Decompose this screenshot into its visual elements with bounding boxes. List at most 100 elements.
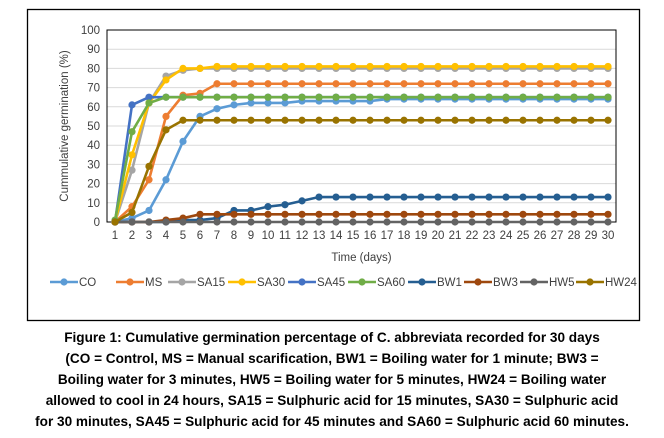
data-point [332,218,340,226]
legend-label: SA30 [257,277,285,289]
data-point [502,93,510,101]
data-point [536,193,544,201]
legend-label: BW3 [493,277,518,289]
x-tick-label: 21 [449,230,462,242]
data-point [315,218,323,226]
data-point [502,116,510,124]
data-point [400,116,408,124]
data-point [332,80,340,88]
data-point [213,105,221,113]
x-tick-label: 11 [279,230,291,242]
data-point [553,210,561,218]
legend-label: BW1 [437,277,462,289]
data-point [230,116,238,124]
data-point [468,116,476,124]
data-point [570,193,578,201]
data-point [264,93,272,101]
data-point [315,93,323,101]
data-point [315,193,323,201]
data-point [604,80,612,88]
data-point [451,93,459,101]
data-point [383,193,391,201]
data-point [383,93,391,101]
data-point [502,193,510,201]
x-tick-label: 16 [364,230,377,242]
legend-label: MS [145,277,163,289]
data-point [485,218,493,226]
data-point [298,116,306,124]
data-point [128,151,136,159]
data-point [553,116,561,124]
data-point [366,218,374,226]
data-point [264,116,272,124]
data-point [230,101,238,109]
data-point [179,116,187,124]
data-point [332,210,340,218]
data-point [315,80,323,88]
y-tick-label: 50 [87,121,100,133]
y-tick-label: 0 [94,217,100,229]
data-point [604,210,612,218]
data-point [196,64,204,72]
x-tick-label: 1 [112,230,118,242]
data-point [145,162,153,170]
data-point [196,93,204,101]
data-point [536,62,544,71]
x-tick-label: 9 [248,230,254,242]
data-point [587,210,595,218]
data-point [230,210,238,218]
legend-item-bw1: BW1 [408,277,462,289]
data-point [298,210,306,218]
legend-marker [126,278,134,286]
data-point [349,116,357,124]
legend-marker [530,278,538,286]
data-point [536,80,544,88]
data-point [264,210,272,218]
data-point [128,128,136,136]
data-point [145,218,153,226]
data-point [553,218,561,226]
legend-marker [60,278,68,286]
y-tick-label: 70 [87,83,100,95]
legend-label: SA45 [317,277,345,289]
data-point [366,62,374,71]
data-point [485,116,493,124]
data-point [179,64,187,72]
figure-caption: Figure 1: Cumulative germination percent… [0,327,664,432]
caption-line: allowed to cool in 24 hours, SA15 = Sulp… [45,393,619,408]
data-point [281,210,289,218]
y-tick-label: 100 [81,25,100,37]
data-point [553,62,561,71]
caption-line: Boiling water for 3 minutes, HW5 = Boili… [57,372,607,387]
data-point [536,93,544,101]
data-point [366,193,374,201]
data-point [400,80,408,88]
caption-line: for 30 minutes, SA45 = Sulphuric acid fo… [35,414,629,429]
data-point [434,210,442,218]
x-tick-label: 28 [568,230,581,242]
legend-item-sa60: SA60 [348,277,405,289]
data-point [196,116,204,124]
data-point [383,218,391,226]
legend-marker [418,278,426,286]
data-point [162,76,170,84]
x-tick-label: 7 [214,230,220,242]
data-point [264,99,272,107]
data-point [400,218,408,226]
data-point [196,218,204,226]
data-point [145,176,153,184]
data-point [502,218,510,226]
x-tick-label: 25 [517,230,530,242]
data-point [366,93,374,101]
data-point [400,210,408,218]
data-point [417,116,425,124]
series-hw24 [111,116,612,226]
data-point [298,197,306,205]
data-point [604,62,612,71]
data-point [349,218,357,226]
data-point [349,210,357,218]
data-point [247,218,255,226]
legend-marker [586,278,594,286]
data-point [281,201,289,209]
